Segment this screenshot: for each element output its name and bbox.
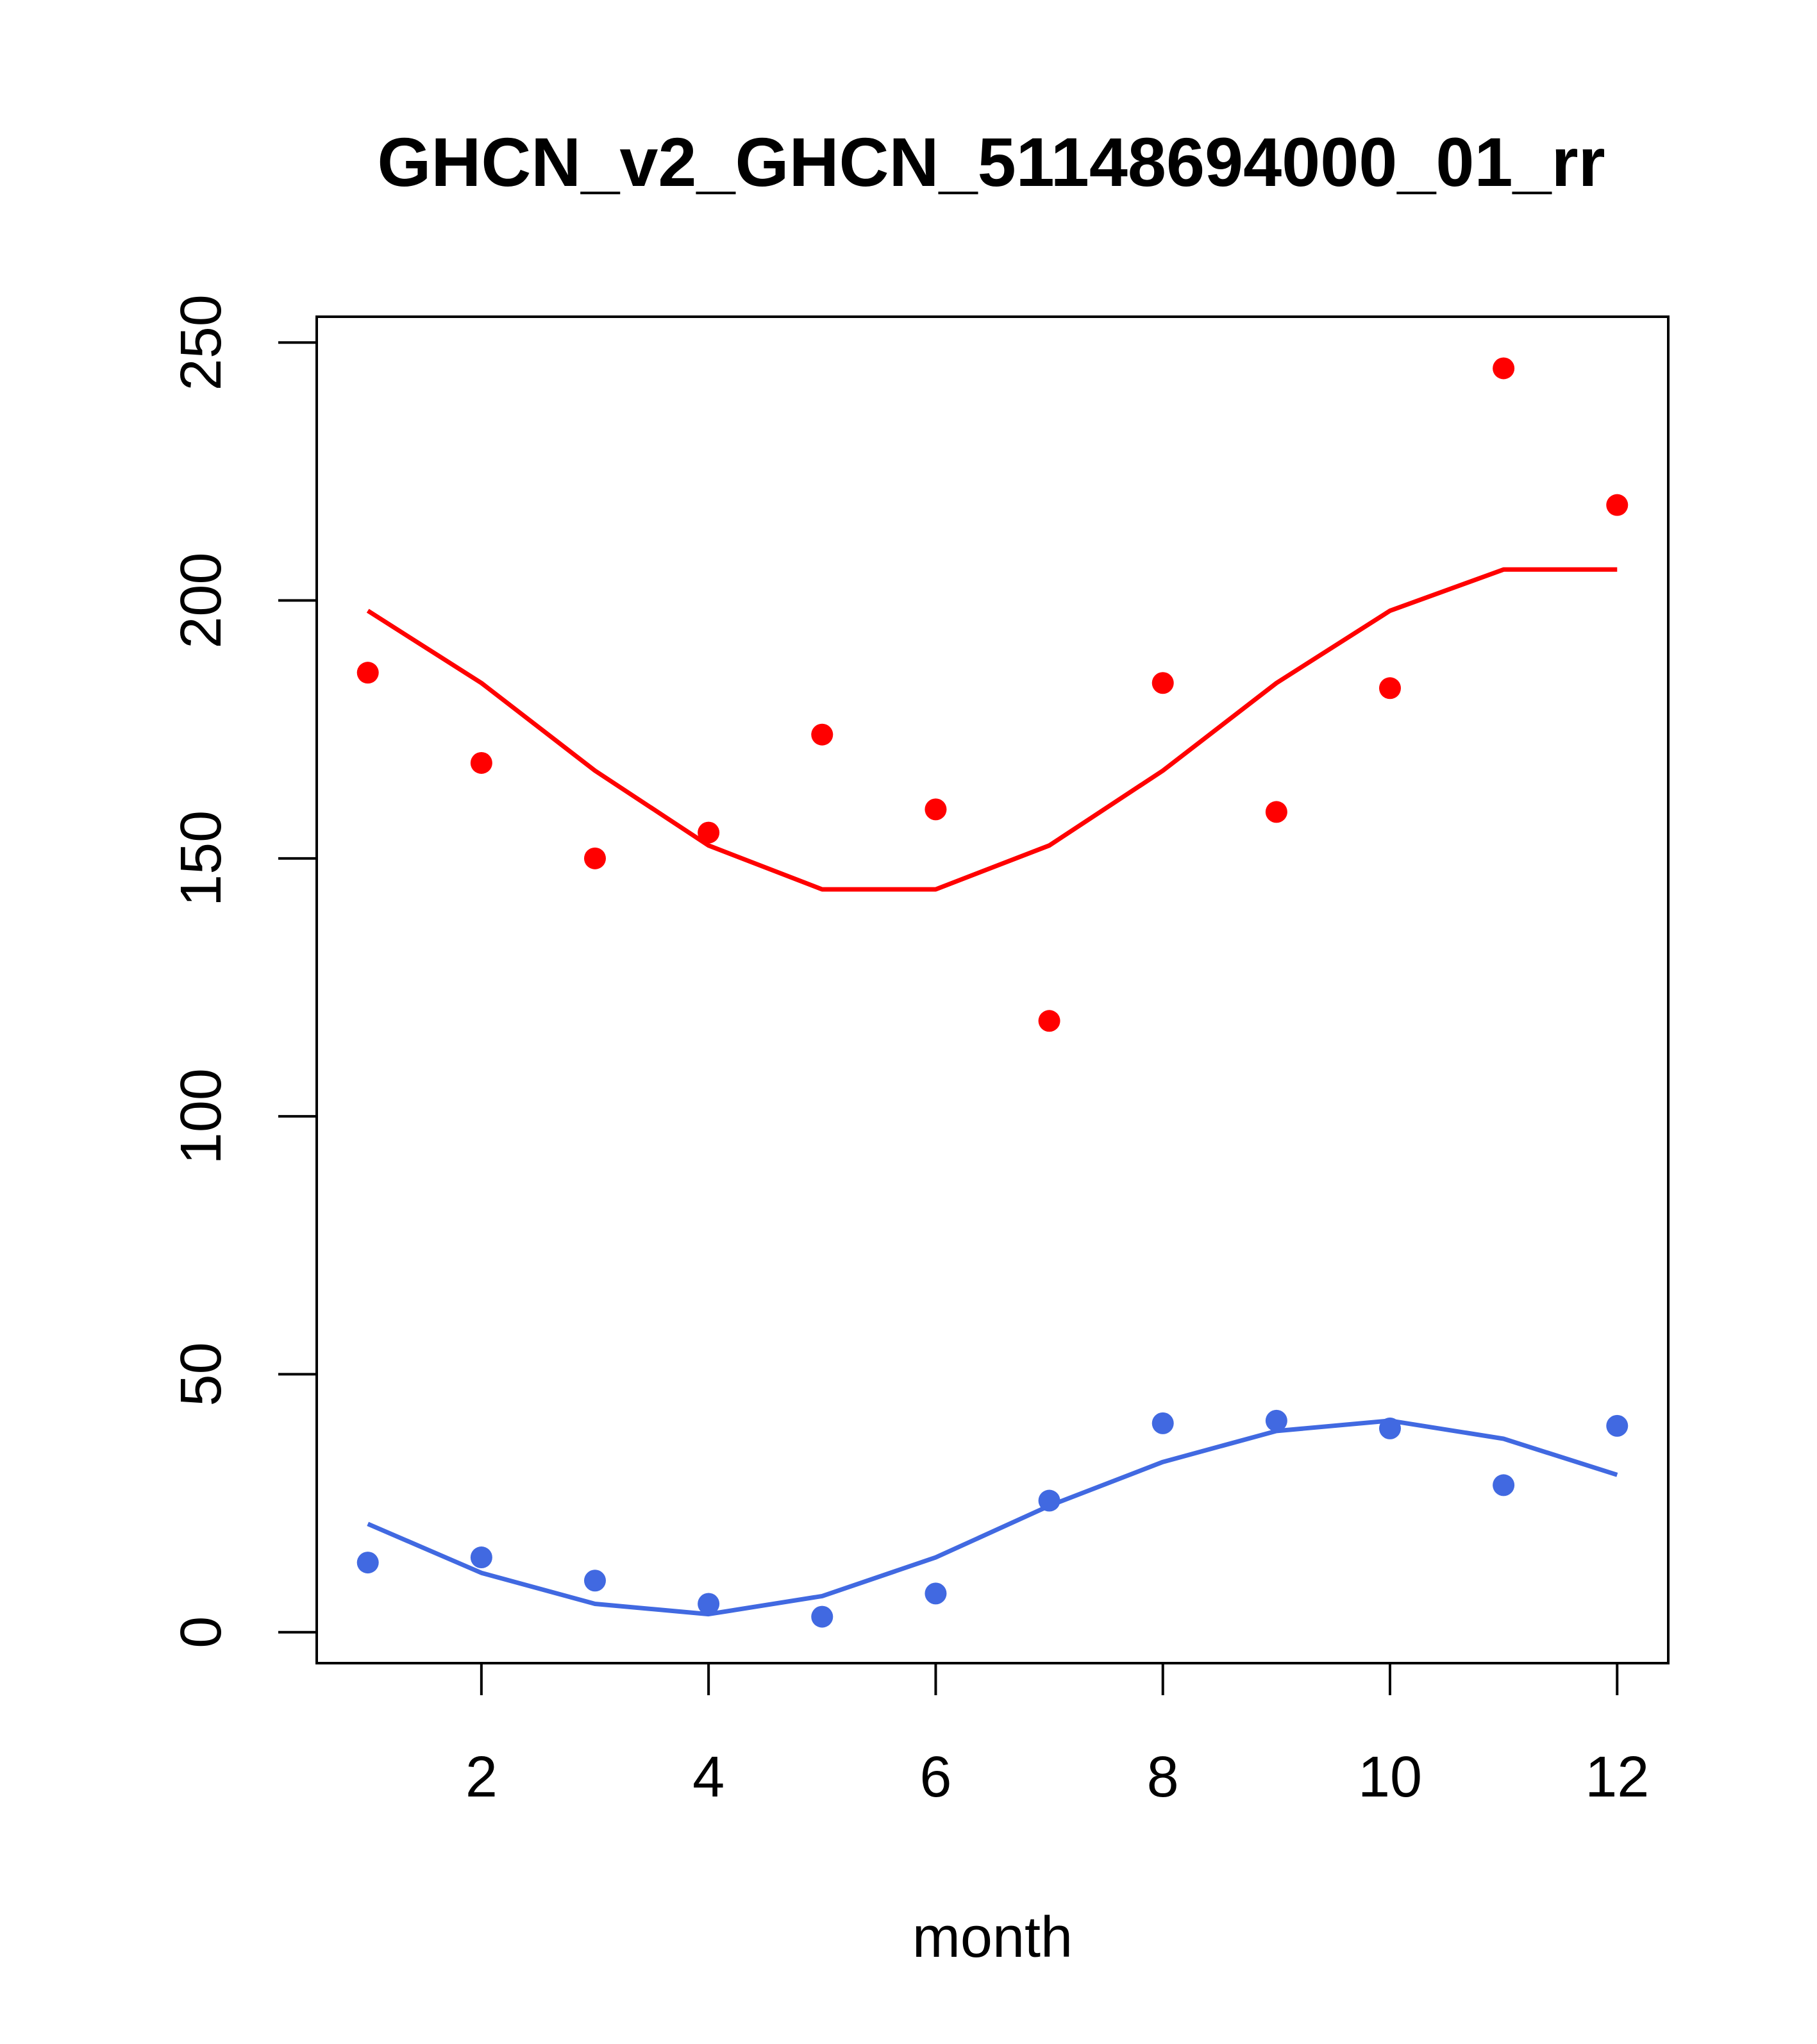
y-tick-label: 150: [169, 810, 233, 907]
data-point: [1151, 672, 1174, 694]
data-point: [698, 1593, 720, 1615]
plot-frame: [315, 315, 1670, 1664]
data-point: [356, 1552, 379, 1574]
data-point: [811, 1605, 833, 1628]
data-point: [925, 798, 947, 821]
data-point: [1151, 1412, 1174, 1434]
x-axis: 2 4 6 8 10 12: [465, 1663, 1649, 1809]
chart-title: GHCN_v2_GHCN_51148694000_01_rr: [377, 123, 1605, 201]
data-point: [356, 662, 379, 684]
data-point: [1606, 494, 1629, 516]
series-line: [366, 567, 1618, 892]
series-1: [356, 357, 1629, 1032]
y-tick-label: 0: [169, 1616, 233, 1648]
data-point: [1265, 801, 1287, 823]
series-layer: [356, 357, 1629, 1628]
data-point: [1038, 1489, 1060, 1512]
x-tick-label: 8: [1147, 1745, 1179, 1809]
x-axis-label: month: [912, 1906, 1073, 1970]
data-point: [925, 1582, 947, 1605]
data-point: [811, 723, 833, 746]
data-point: [584, 847, 606, 869]
data-point: [1379, 677, 1401, 699]
y-tick-label: 100: [169, 1068, 233, 1164]
data-point: [1493, 1474, 1515, 1496]
x-tick-label: 6: [919, 1745, 951, 1809]
series-line: [367, 1418, 1618, 1617]
data-point: [470, 751, 492, 774]
x-tick-label: 10: [1358, 1745, 1422, 1809]
data-point: [1038, 1010, 1060, 1032]
data-point: [584, 1570, 606, 1592]
y-tick-label: 200: [169, 552, 233, 648]
x-tick-label: 4: [692, 1745, 724, 1809]
y-tick-label: 250: [169, 294, 233, 390]
data-point: [1265, 1409, 1287, 1432]
data-point: [1493, 357, 1515, 380]
data-point: [470, 1546, 492, 1569]
x-tick-label: 12: [1585, 1745, 1649, 1809]
data-point: [1379, 1417, 1401, 1439]
x-tick-label: 2: [465, 1745, 498, 1809]
y-axis: 0 50 100 150 200 250: [169, 294, 317, 1648]
y-tick-label: 50: [169, 1342, 233, 1406]
data-point: [1606, 1414, 1629, 1437]
data-point: [698, 821, 720, 844]
series-2: [356, 1409, 1629, 1628]
